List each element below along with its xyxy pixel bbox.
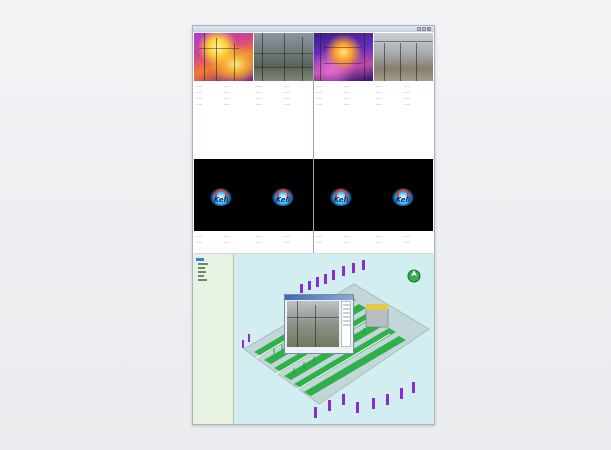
video-info-left: —— —— —— —— —— —— —— ——: [194, 231, 313, 254]
tree-node[interactable]: [198, 275, 204, 277]
visible-camera-2-view[interactable]: [374, 33, 433, 81]
substation-3d-map[interactable]: [234, 254, 434, 424]
video-pane-right[interactable]: Keli Keli: [314, 159, 433, 231]
device-tree-panel[interactable]: [193, 254, 234, 424]
tree-node[interactable]: [198, 263, 208, 265]
thermal-camera-2-view[interactable]: [314, 33, 373, 81]
tree-node[interactable]: [198, 267, 205, 269]
maximize-icon[interactable]: [422, 27, 426, 31]
camera-2-info-table: —— —— —— —— —— —— —— ——: [254, 82, 314, 160]
camera-3-info-table: —— —— —— —— —— —— —— ——: [314, 82, 374, 160]
keli-logo: Keli: [270, 187, 296, 207]
camera-popup-window[interactable]: [284, 294, 354, 354]
keli-logo: Keli: [208, 187, 234, 207]
minimize-icon[interactable]: [417, 27, 421, 31]
monitoring-app-window: —— —— —— —— —— —— —— —— —— —— —— —— —— —— —— —— …: [192, 25, 435, 425]
popup-preset-list[interactable]: [341, 301, 351, 347]
tree-node[interactable]: [198, 271, 206, 273]
visible-camera-1-view[interactable]: [254, 33, 313, 81]
tree-node-icon[interactable]: [196, 258, 204, 261]
video-pane-left[interactable]: Keli Keli: [194, 159, 313, 231]
camera-1-info-table: —— —— —— —— —— —— —— ——: [194, 82, 254, 160]
close-icon[interactable]: [427, 27, 431, 31]
keli-logo: Keli: [328, 187, 354, 207]
camera-4-info-table: —— —— —— —— —— —— —— ——: [374, 82, 434, 160]
popup-titlebar[interactable]: [285, 295, 353, 300]
popup-camera-view[interactable]: [287, 301, 339, 347]
keli-logo: Keli: [390, 187, 416, 207]
thermal-camera-1-view[interactable]: [194, 33, 253, 81]
video-info-right: —— —— —— —— —— —— —— ——: [314, 231, 433, 254]
tree-node[interactable]: [198, 279, 207, 281]
window-titlebar[interactable]: [193, 26, 434, 32]
